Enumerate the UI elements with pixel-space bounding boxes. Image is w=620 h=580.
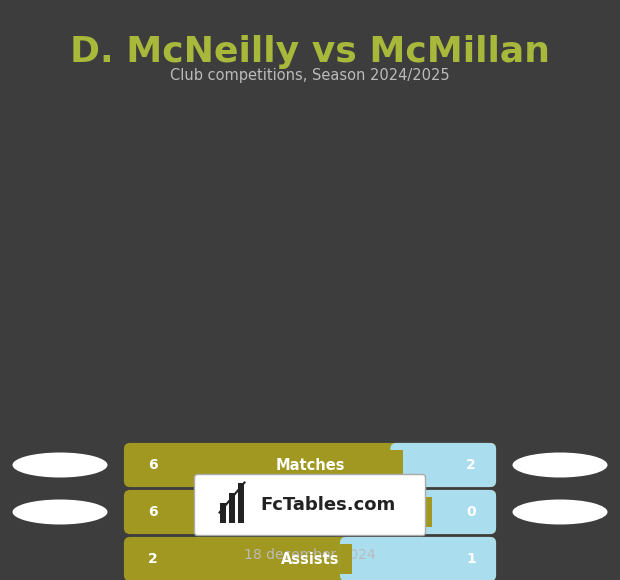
Ellipse shape [12, 452, 107, 477]
Bar [229, 492, 234, 523]
Text: 2: 2 [148, 552, 157, 566]
Text: Assists: Assists [281, 552, 339, 567]
Bar [340, 544, 352, 574]
Text: FcTables.com: FcTables.com [260, 496, 396, 514]
FancyBboxPatch shape [124, 443, 496, 487]
FancyBboxPatch shape [340, 537, 496, 580]
Bar [418, 497, 432, 527]
Ellipse shape [513, 499, 608, 524]
Bar [219, 502, 226, 523]
Bar [237, 483, 244, 523]
Ellipse shape [513, 452, 608, 477]
Bar [390, 450, 403, 480]
Text: Matches: Matches [275, 458, 345, 473]
Text: 6: 6 [148, 458, 157, 472]
FancyBboxPatch shape [419, 490, 496, 534]
FancyBboxPatch shape [391, 443, 496, 487]
Text: 2: 2 [466, 458, 476, 472]
Text: 18 december 2024: 18 december 2024 [244, 548, 376, 562]
Text: 1: 1 [466, 552, 476, 566]
Text: D. McNeilly vs McMillan: D. McNeilly vs McMillan [70, 35, 550, 69]
FancyBboxPatch shape [195, 474, 425, 535]
Ellipse shape [12, 499, 107, 524]
Text: Club competitions, Season 2024/2025: Club competitions, Season 2024/2025 [170, 68, 450, 83]
FancyBboxPatch shape [124, 490, 496, 534]
Text: Goals: Goals [287, 505, 333, 520]
Text: 6: 6 [148, 505, 157, 519]
FancyBboxPatch shape [124, 537, 496, 580]
Text: 0: 0 [466, 505, 476, 519]
